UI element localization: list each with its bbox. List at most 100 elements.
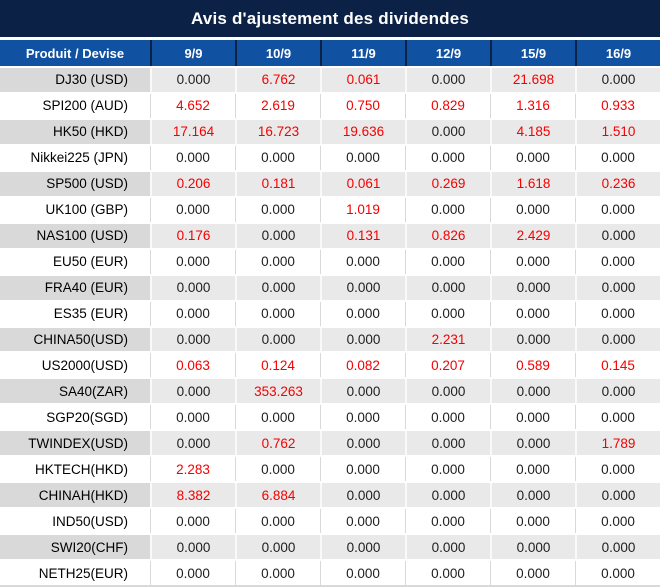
table-row: HKTECH(HKD) 2.283 0.000 0.000 0.000 0.000 0.00… bbox=[0, 455, 660, 482]
value-cell: 0.000 bbox=[575, 249, 660, 274]
value-cell: 0.000 bbox=[575, 275, 660, 300]
product-cell: SA40(ZAR) bbox=[0, 379, 150, 404]
value-cell: 6.884 bbox=[235, 483, 320, 508]
value-cell: 2.283 bbox=[150, 457, 235, 482]
table-header-row: Produit / Devise 9/9 10/9 11/9 12/9 15/9 16/9 bbox=[0, 40, 660, 66]
value-cell: 0.145 bbox=[575, 353, 660, 378]
value-cell: 0.750 bbox=[320, 93, 405, 118]
value-cell: 0.000 bbox=[490, 301, 575, 326]
value-cell: 1.316 bbox=[490, 93, 575, 118]
value-cell: 0.000 bbox=[320, 301, 405, 326]
value-cell: 0.000 bbox=[150, 327, 235, 352]
value-cell: 0.000 bbox=[150, 249, 235, 274]
value-cell: 0.000 bbox=[150, 405, 235, 430]
table-row: SGP20(SGD) 0.000 0.000 0.000 0.000 0.000 0.000 bbox=[0, 403, 660, 430]
value-cell: 0.000 bbox=[235, 197, 320, 222]
value-cell: 0.000 bbox=[575, 301, 660, 326]
value-cell: 0.000 bbox=[235, 223, 320, 248]
table-row: CHINA50(USD) 0.000 0.000 0.000 2.231 0.000 0.0… bbox=[0, 325, 660, 352]
table-row: HK50 (HKD) 17.164 16.723 19.636 0.000 4.185 1.… bbox=[0, 117, 660, 144]
column-header-date: 10/9 bbox=[235, 40, 320, 66]
table-row: CHINAH(HKD) 8.382 6.884 0.000 0.000 0.000 0.00… bbox=[0, 481, 660, 508]
value-cell: 0.131 bbox=[320, 223, 405, 248]
table-row: ES35 (EUR) 0.000 0.000 0.000 0.000 0.000 0.000 bbox=[0, 299, 660, 326]
column-header-date: 15/9 bbox=[490, 40, 575, 66]
value-cell: 0.000 bbox=[490, 145, 575, 170]
value-cell: 0.000 bbox=[490, 275, 575, 300]
table-row: IND50(USD) 0.000 0.000 0.000 0.000 0.000 0.000 bbox=[0, 507, 660, 534]
product-cell: FRA40 (EUR) bbox=[0, 275, 150, 300]
value-cell: 0.000 bbox=[490, 535, 575, 560]
value-cell: 1.510 bbox=[575, 119, 660, 144]
table-body: DJ30 (USD) 0.000 6.762 0.061 0.000 21.698 0.00… bbox=[0, 66, 660, 587]
value-cell: 0.000 bbox=[490, 457, 575, 482]
value-cell: 0.000 bbox=[405, 197, 490, 222]
value-cell: 0.000 bbox=[150, 561, 235, 586]
value-cell: 1.789 bbox=[575, 431, 660, 456]
value-cell: 0.000 bbox=[235, 249, 320, 274]
product-cell: Nikkei225 (JPN) bbox=[30, 150, 128, 166]
value-cell: 0.000 bbox=[150, 379, 235, 404]
value-cell: 0.000 bbox=[320, 535, 405, 560]
value-cell: 0.206 bbox=[150, 171, 235, 196]
product-cell: SWI20(CHF) bbox=[0, 535, 150, 560]
value-cell: 2.231 bbox=[405, 327, 490, 352]
value-cell: 0.000 bbox=[575, 145, 660, 170]
value-cell: 0.000 bbox=[320, 561, 405, 586]
value-cell: 353.263 bbox=[235, 379, 320, 404]
value-cell: 0.000 bbox=[150, 275, 235, 300]
table-row: Nikkei225 (JPN) 0.000 0.000 0.000 0.000 0.000… bbox=[0, 143, 660, 170]
value-cell: 0.000 bbox=[405, 301, 490, 326]
product-cell: TWINDEX(USD) bbox=[0, 431, 150, 456]
value-cell: 0.000 bbox=[575, 561, 660, 586]
column-header-date: 11/9 bbox=[320, 40, 405, 66]
value-cell: 0.000 bbox=[490, 561, 575, 586]
value-cell: 0.000 bbox=[490, 509, 575, 534]
value-cell: 0.124 bbox=[235, 353, 320, 378]
value-cell: 0.061 bbox=[320, 68, 405, 92]
value-cell: 0.000 bbox=[235, 327, 320, 352]
value-cell: 0.000 bbox=[405, 561, 490, 586]
value-cell: 0.000 bbox=[405, 431, 490, 456]
value-cell: 0.000 bbox=[150, 68, 235, 92]
table-row: NETH25(EUR) 0.000 0.000 0.000 0.000 0.000 0.00… bbox=[0, 559, 660, 586]
value-cell: 0.000 bbox=[235, 405, 320, 430]
page-title: Avis d'ajustement des dividendes bbox=[190, 8, 470, 28]
value-cell: 0.000 bbox=[150, 431, 235, 456]
value-cell: 0.000 bbox=[490, 405, 575, 430]
value-cell: 0.000 bbox=[405, 119, 490, 144]
value-cell: 0.000 bbox=[150, 535, 235, 560]
value-cell: 0.589 bbox=[490, 353, 575, 378]
value-cell: 0.207 bbox=[405, 353, 490, 378]
value-cell: 0.082 bbox=[320, 353, 405, 378]
value-cell: 0.000 bbox=[405, 405, 490, 430]
value-cell: 0.000 bbox=[405, 68, 490, 92]
table-row: FRA40 (EUR) 0.000 0.000 0.000 0.000 0.000 0.00… bbox=[0, 273, 660, 300]
value-cell: 0.000 bbox=[490, 327, 575, 352]
value-cell: 0.000 bbox=[405, 145, 490, 170]
value-cell: 0.000 bbox=[150, 145, 235, 170]
value-cell: 0.000 bbox=[405, 509, 490, 534]
product-cell: DJ30 (USD) bbox=[0, 68, 150, 92]
title-bar: Avis d'ajustement des dividendes bbox=[0, 0, 660, 37]
product-cell: EU50 (EUR) bbox=[52, 254, 128, 270]
value-cell: 0.269 bbox=[405, 171, 490, 196]
value-cell: 0.000 bbox=[320, 457, 405, 482]
value-cell: 0.000 bbox=[405, 249, 490, 274]
product-cell: CHINAH(HKD) bbox=[0, 483, 150, 508]
value-cell: 0.000 bbox=[405, 483, 490, 508]
value-cell: 0.000 bbox=[490, 431, 575, 456]
table-row: UK100 (GBP) 0.000 0.000 1.019 0.000 0.000 0.00… bbox=[0, 195, 660, 222]
value-cell: 0.000 bbox=[405, 379, 490, 404]
table-row: SPI200 (AUD) 4.652 2.619 0.750 0.829 1.316 0.9… bbox=[0, 91, 660, 118]
value-cell: 0.000 bbox=[575, 457, 660, 482]
value-cell: 0.933 bbox=[575, 93, 660, 118]
value-cell: 0.000 bbox=[150, 301, 235, 326]
value-cell: 16.723 bbox=[235, 119, 320, 144]
value-cell: 0.000 bbox=[575, 379, 660, 404]
table-row: SWI20(CHF) 0.000 0.000 0.000 0.000 0.000 0.000 bbox=[0, 533, 660, 560]
value-cell: 0.000 bbox=[575, 509, 660, 534]
value-cell: 21.698 bbox=[490, 68, 575, 92]
value-cell: 0.000 bbox=[405, 535, 490, 560]
value-cell: 0.000 bbox=[575, 535, 660, 560]
